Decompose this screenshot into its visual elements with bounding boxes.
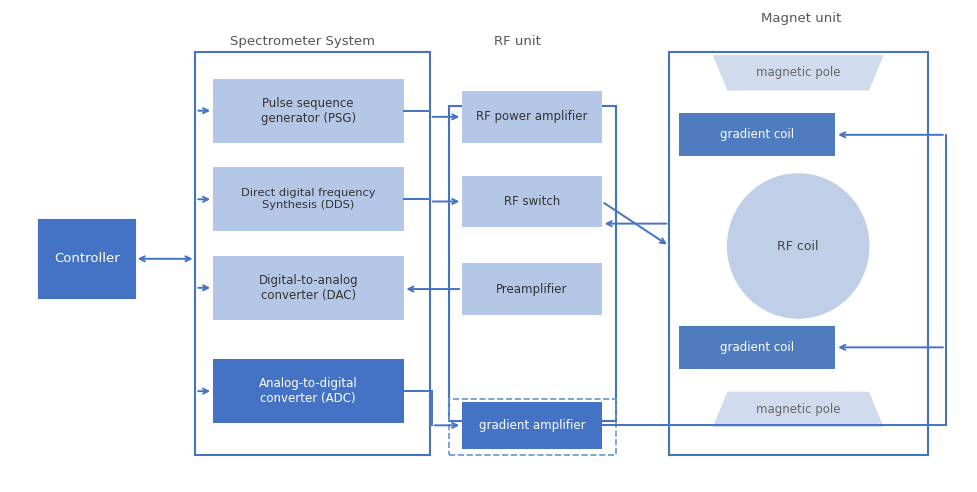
FancyBboxPatch shape	[213, 359, 404, 423]
Text: gradient coil: gradient coil	[720, 128, 794, 141]
FancyBboxPatch shape	[213, 256, 404, 320]
Text: RF switch: RF switch	[504, 195, 560, 208]
Text: gradient amplifier: gradient amplifier	[479, 419, 585, 432]
FancyBboxPatch shape	[462, 176, 602, 227]
FancyBboxPatch shape	[462, 402, 602, 449]
Text: Magnet unit: Magnet unit	[761, 12, 841, 25]
FancyBboxPatch shape	[679, 113, 835, 156]
Text: RF power amplifier: RF power amplifier	[476, 110, 588, 123]
Text: Direct digital frequency
Synthesis (DDS): Direct digital frequency Synthesis (DDS)	[241, 188, 375, 210]
FancyBboxPatch shape	[462, 263, 602, 315]
Text: RF coil: RF coil	[778, 240, 819, 252]
Polygon shape	[712, 392, 883, 427]
Text: magnetic pole: magnetic pole	[756, 66, 840, 79]
Text: magnetic pole: magnetic pole	[756, 403, 840, 416]
Text: Preamplifier: Preamplifier	[496, 282, 568, 296]
Text: Digital-to-analog
converter (DAC): Digital-to-analog converter (DAC)	[259, 274, 358, 302]
FancyBboxPatch shape	[39, 220, 135, 298]
Text: Pulse sequence
generator (PSG): Pulse sequence generator (PSG)	[261, 97, 356, 124]
FancyBboxPatch shape	[679, 326, 835, 369]
FancyBboxPatch shape	[213, 79, 404, 143]
Polygon shape	[712, 55, 883, 91]
Text: gradient coil: gradient coil	[720, 341, 794, 354]
Text: Controller: Controller	[54, 252, 120, 265]
FancyBboxPatch shape	[213, 167, 404, 231]
Text: RF unit: RF unit	[494, 35, 541, 48]
Text: Spectrometer System: Spectrometer System	[231, 35, 375, 48]
Text: Analog-to-digital
converter (ADC): Analog-to-digital converter (ADC)	[259, 377, 358, 405]
Ellipse shape	[727, 173, 870, 319]
FancyBboxPatch shape	[462, 91, 602, 143]
